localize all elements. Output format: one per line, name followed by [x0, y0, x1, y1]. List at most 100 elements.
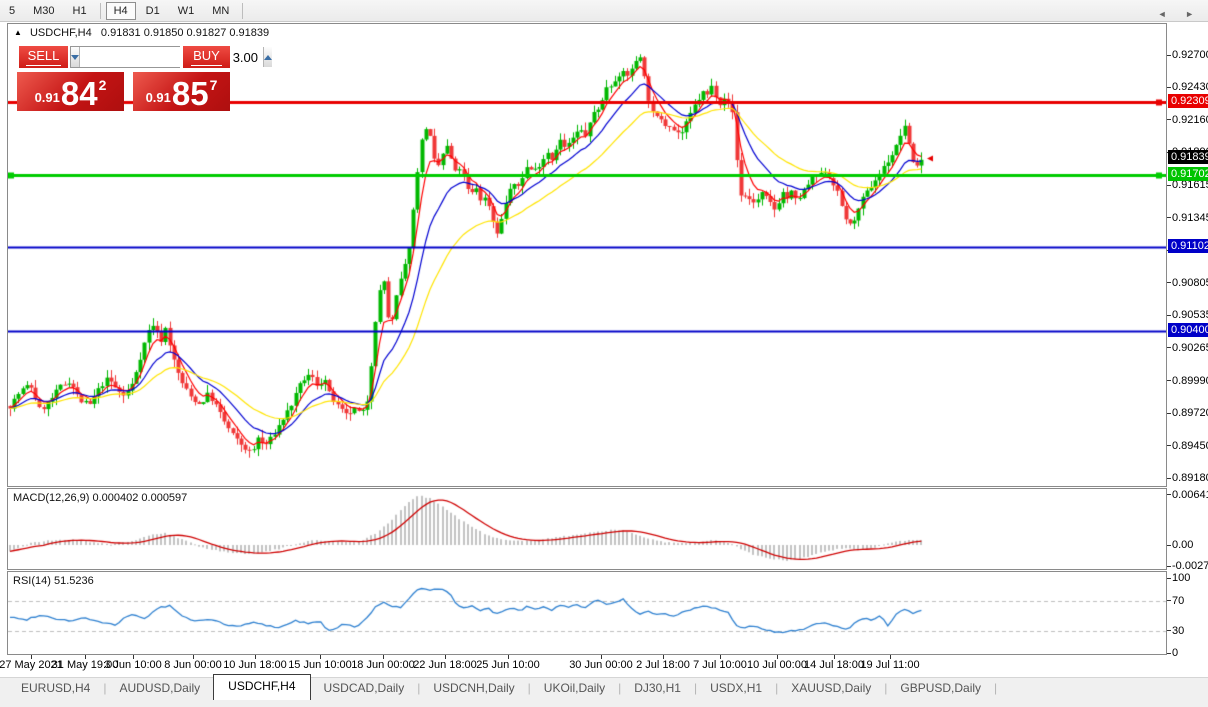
rsi-canvas[interactable]	[8, 572, 1166, 654]
bottom-status-strip	[0, 700, 1208, 707]
tab-scroll-arrows[interactable]: ◄ ►	[1157, 9, 1202, 19]
volume-input[interactable]	[80, 47, 263, 67]
date-label: 7 Jul 10:00	[693, 659, 747, 671]
chart-tab-usdchf[interactable]: USDCHF,H4	[213, 674, 311, 700]
timeframe-button-m30[interactable]: M30	[33, 4, 55, 17]
macd-label: MACD(12,26,9) 0.000402 0.000597	[13, 492, 188, 504]
sell-button-label: SELL	[25, 48, 62, 66]
price-badge-0.91102: 0.91102	[1168, 239, 1208, 254]
rsi-tick-mark	[1167, 652, 1171, 654]
price-tick-mark	[1167, 119, 1171, 121]
chart-tab-audusd[interactable]: AUDUSD,Daily	[119, 681, 201, 695]
chart-tab-xauusd[interactable]: XAUUSD,Daily	[791, 681, 872, 695]
macd-tick-mark	[1167, 544, 1171, 546]
date-label: 10 Jun 18:00	[223, 659, 287, 671]
chart-tab-gbpusd[interactable]: GBPUSD,Daily	[900, 681, 982, 695]
price-tick-label: 0.92430	[1172, 81, 1208, 94]
rsi-tick-mark	[1167, 577, 1171, 579]
rsi-tick-mark	[1167, 630, 1171, 631]
tab-separator: |	[527, 681, 531, 695]
macd-tick-mark	[1167, 565, 1171, 567]
arrow-down-icon	[71, 54, 79, 60]
chart-tab-usdcad[interactable]: USDCAD,Daily	[323, 681, 405, 695]
date-axis[interactable]: 27 May 2021 31 May 19:00 3 Jun 10:00 8 Jun …	[0, 655, 1208, 677]
price-tick-label: 0.89180	[1172, 472, 1208, 484]
date-tick-mark	[193, 655, 194, 659]
price-tick-mark	[1167, 86, 1171, 88]
date-label: 19 Jul 11:00	[860, 659, 920, 671]
date-tick-mark	[663, 655, 664, 659]
price-tick-mark	[1167, 282, 1171, 284]
date-tick-mark	[85, 655, 86, 659]
tab-separator: |	[103, 681, 107, 695]
arrow-up-icon	[264, 54, 272, 60]
price-tick-mark	[1167, 412, 1171, 414]
date-label: 14 Jul 18:00	[804, 659, 864, 671]
ask-quote-button[interactable]: 0.91 85 7	[133, 72, 230, 111]
volume-decrease-button[interactable]	[71, 47, 80, 67]
price-tick-label: 0.90535	[1172, 309, 1208, 322]
date-tick-mark	[508, 655, 509, 659]
price-tick-mark	[1167, 184, 1171, 186]
macd-tick-mark	[1167, 494, 1171, 496]
buy-button-label: BUY	[191, 48, 222, 66]
rsi-tick-label: 30	[1172, 624, 1185, 637]
date-tick-mark	[133, 655, 134, 659]
one-click-trade-panel: SELL BUY 0.91 84 2 0.91 85	[12, 45, 272, 115]
date-label: 15 Jun 10:00	[288, 659, 352, 671]
rsi-tick-label: 0	[1172, 647, 1179, 659]
ask-small-digits: 0.91	[145, 90, 171, 105]
date-tick-mark	[890, 655, 891, 659]
price-badge-0.90400: 0.90400	[1168, 323, 1208, 338]
chart-tab-usdcnh[interactable]: USDCNH,Daily	[433, 681, 515, 695]
chart-tab-usdx[interactable]: USDX,H1	[710, 681, 763, 695]
ask-pip-digit: 7	[209, 77, 218, 93]
one-click-toggle-icon[interactable]: ▲	[14, 28, 22, 37]
timeframe-button-h1[interactable]: H1	[72, 4, 87, 17]
price-axis[interactable]: 0.927000.924300.921600.918900.916150.913…	[1167, 23, 1208, 659]
price-tick-label: 0.89720	[1172, 407, 1208, 420]
timeframe-toolbar: 5 M30 H1 H4 D1 W1 MN	[0, 0, 1208, 22]
timeframe-button-5[interactable]: 5	[9, 4, 16, 17]
tab-separator: |	[775, 681, 779, 695]
macd-tick-label: 0.00	[1172, 539, 1194, 551]
price-tick-mark	[1167, 380, 1171, 382]
price-tick-mark	[1167, 54, 1171, 56]
timeframe-button-w1[interactable]: W1	[177, 4, 195, 17]
volume-box	[70, 46, 272, 68]
rsi-label: RSI(14) 51.5236	[13, 575, 94, 587]
buy-button[interactable]: BUY	[183, 46, 230, 68]
toolbar-separator	[242, 2, 244, 19]
date-label: 8 Jun 00:00	[164, 659, 222, 671]
price-chart-panel: ▲ USDCHF,H4 0.91831 0.91850 0.91827 0.91…	[7, 23, 1167, 487]
price-tick-label: 0.89990	[1172, 374, 1208, 387]
price-tick-mark	[1167, 477, 1171, 479]
rsi-tick-label: 100	[1172, 572, 1191, 584]
timeframe-button-h4[interactable]: H4	[105, 1, 136, 20]
macd-tick-label: 0.006413	[1172, 488, 1208, 501]
date-tick-mark	[255, 655, 256, 659]
bid-small-digits: 0.91	[34, 90, 60, 105]
timeframe-button-mn[interactable]: MN	[212, 4, 230, 17]
chart-tab-ukoil[interactable]: UKOil,Daily	[543, 681, 606, 695]
date-label: 25 Jun 10:00	[476, 659, 540, 671]
sell-button[interactable]: SELL	[19, 46, 68, 68]
chart-tab-dj30[interactable]: DJ30,H1	[634, 681, 681, 695]
chart-title: ▲ USDCHF,H4 0.91831 0.91850 0.91827 0.91…	[14, 27, 269, 39]
date-tick-mark	[320, 655, 321, 659]
chart-tab-eurusd[interactable]: EURUSD,H4	[21, 681, 91, 695]
toolbar-separator	[99, 2, 101, 19]
date-tick-mark	[777, 655, 778, 659]
macd-canvas[interactable]	[8, 489, 1166, 569]
volume-increase-button[interactable]	[263, 47, 272, 67]
rsi-tick-mark	[1167, 600, 1171, 601]
macd-tick-label: -0.002726	[1172, 560, 1208, 573]
bid-quote-button[interactable]: 0.91 84 2	[17, 72, 124, 111]
date-label: 27 May 2021	[0, 659, 63, 671]
price-tick-label: 0.92160	[1172, 113, 1208, 126]
price-tick-label: 0.91345	[1172, 211, 1208, 224]
date-tick-mark	[383, 655, 384, 659]
chart-symbol: USDCHF,H4	[29, 27, 92, 39]
timeframe-button-d1[interactable]: D1	[145, 4, 160, 17]
